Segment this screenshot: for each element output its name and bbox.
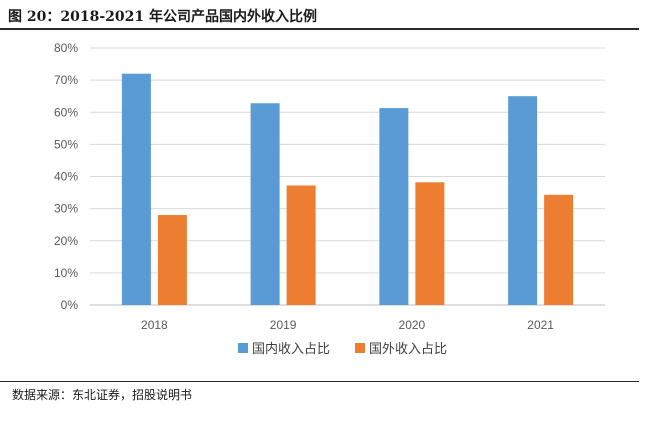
x-axis-ticks: 2018 2019 2020 2021 bbox=[141, 318, 554, 332]
x-tick-label: 2019 bbox=[270, 318, 297, 332]
bar-2020-series-2 bbox=[415, 182, 445, 305]
legend-swatch bbox=[238, 343, 248, 353]
source-note: 数据来源：东北证券，招股说明书 bbox=[12, 388, 193, 402]
y-tick-label: 50% bbox=[54, 137, 78, 151]
x-tick-label: 2020 bbox=[399, 318, 426, 332]
bar-2018-series-1 bbox=[121, 73, 151, 305]
bar-chart: 0%10%20%30%40%50%60%70%80% 2018 2019 2020 2… bbox=[54, 41, 605, 357]
x-tick-label: 2021 bbox=[527, 318, 554, 332]
bar-2021-series-1 bbox=[508, 96, 538, 305]
bar-2020-series-1 bbox=[379, 108, 409, 305]
y-tick-label: 20% bbox=[54, 234, 78, 248]
y-tick-label: 10% bbox=[54, 266, 78, 280]
bar-2019-series-1 bbox=[250, 103, 280, 305]
y-tick-label: 0% bbox=[61, 298, 79, 312]
legend-label: 国内收入占比 bbox=[252, 341, 330, 357]
legend-label: 国外收入占比 bbox=[369, 342, 447, 357]
legend: 国内收入占比 国外收入占比 bbox=[238, 341, 447, 357]
y-tick-label: 80% bbox=[54, 41, 78, 55]
legend-swatch bbox=[355, 343, 365, 353]
y-tick-label: 70% bbox=[54, 73, 78, 87]
y-tick-label: 40% bbox=[54, 170, 78, 184]
y-tick-label: 30% bbox=[54, 202, 78, 216]
bar-2019-series-2 bbox=[286, 185, 316, 305]
x-tick-label: 2018 bbox=[141, 318, 168, 332]
top-divider bbox=[0, 28, 639, 30]
bar-2021-series-2 bbox=[544, 194, 574, 305]
y-tick-label: 60% bbox=[54, 105, 78, 119]
bar-2018-series-2 bbox=[157, 215, 187, 305]
y-axis-ticks: 0% 10% 20% 30% 40% 50% 60% 70% 80% bbox=[54, 41, 78, 312]
bottom-divider bbox=[0, 381, 639, 382]
figure-title: 图 20：2018-2021 年公司产品国内外收入比例 bbox=[8, 9, 317, 25]
bars bbox=[121, 73, 574, 305]
